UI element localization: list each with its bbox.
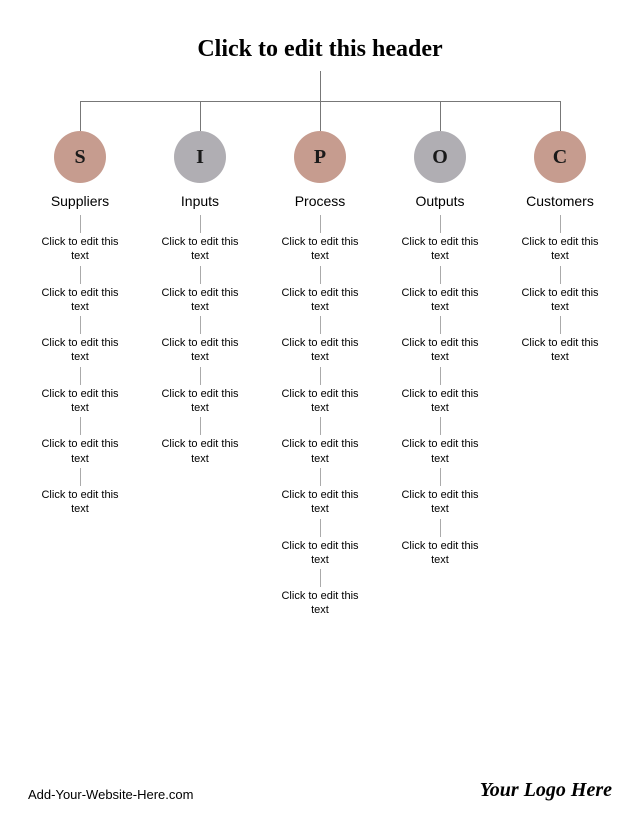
- sipoc-item[interactable]: Click to edit this text: [155, 233, 245, 266]
- sipoc-item[interactable]: Click to edit this text: [275, 435, 365, 468]
- page-title[interactable]: Click to edit this header: [0, 0, 640, 71]
- sipoc-items: Click to edit this text Click to edit thi…: [28, 215, 132, 519]
- sipoc-item[interactable]: Click to edit this text: [395, 233, 485, 266]
- sipoc-item[interactable]: Click to edit this text: [35, 284, 125, 317]
- sipoc-label-outputs: Outputs: [415, 193, 464, 209]
- item-connector: [80, 215, 81, 233]
- sipoc-item[interactable]: Click to edit this text: [275, 587, 365, 620]
- item-connector: [560, 215, 561, 233]
- footer: Add-Your-Website-Here.com Your Logo Here: [0, 779, 640, 802]
- item-connector: [440, 468, 441, 486]
- sipoc-item[interactable]: Click to edit this text: [515, 284, 605, 317]
- sipoc-column-process: PProcessClick to edit this textClick to …: [268, 131, 372, 620]
- item-connector: [320, 316, 321, 334]
- sipoc-circle-o[interactable]: O: [414, 131, 466, 183]
- sipoc-item[interactable]: Click to edit this text: [155, 385, 245, 418]
- sipoc-circle-p[interactable]: P: [294, 131, 346, 183]
- sipoc-item[interactable]: Click to edit this text: [155, 284, 245, 317]
- item-connector: [320, 519, 321, 537]
- item-connector: [440, 266, 441, 284]
- item-connector: [320, 569, 321, 587]
- sipoc-items: Click to edit this text Click to edit thi…: [268, 215, 372, 620]
- sipoc-item[interactable]: Click to edit this text: [395, 284, 485, 317]
- sipoc-item[interactable]: Click to edit this text: [275, 284, 365, 317]
- sipoc-item[interactable]: Click to edit this text: [35, 233, 125, 266]
- item-connector: [560, 266, 561, 284]
- sipoc-items: Click to edit this text Click to edit thi…: [508, 215, 612, 367]
- item-connector: [320, 215, 321, 233]
- sipoc-items: Click to edit this text Click to edit thi…: [388, 215, 492, 569]
- item-connector: [200, 367, 201, 385]
- sipoc-item[interactable]: Click to edit this text: [395, 334, 485, 367]
- sipoc-item[interactable]: Click to edit this text: [155, 334, 245, 367]
- sipoc-item[interactable]: Click to edit this text: [395, 435, 485, 468]
- sipoc-item[interactable]: Click to edit this text: [395, 385, 485, 418]
- sipoc-item[interactable]: Click to edit this text: [275, 486, 365, 519]
- item-connector: [200, 417, 201, 435]
- sipoc-item[interactable]: Click to edit this text: [35, 334, 125, 367]
- sipoc-column-inputs: IInputsClick to edit this textClick to e…: [148, 131, 252, 620]
- sipoc-label-inputs: Inputs: [181, 193, 219, 209]
- sipoc-circle-c[interactable]: C: [534, 131, 586, 183]
- item-connector: [80, 266, 81, 284]
- item-connector: [200, 215, 201, 233]
- sipoc-item[interactable]: Click to edit this text: [515, 233, 605, 266]
- item-connector: [200, 316, 201, 334]
- item-connector: [320, 266, 321, 284]
- item-connector: [80, 316, 81, 334]
- sipoc-items: Click to edit this text Click to edit thi…: [148, 215, 252, 468]
- sipoc-item[interactable]: Click to edit this text: [395, 486, 485, 519]
- sipoc-item[interactable]: Click to edit this text: [275, 537, 365, 570]
- sipoc-item[interactable]: Click to edit this text: [35, 435, 125, 468]
- sipoc-column-suppliers: SSuppliersClick to edit this textClick t…: [28, 131, 132, 620]
- sipoc-circle-i[interactable]: I: [174, 131, 226, 183]
- item-connector: [440, 215, 441, 233]
- sipoc-columns: SSuppliersClick to edit this textClick t…: [0, 131, 640, 620]
- item-connector: [80, 468, 81, 486]
- sipoc-column-outputs: OOutputsClick to edit this textClick to …: [388, 131, 492, 620]
- sipoc-column-customers: CCustomersClick to edit this textClick t…: [508, 131, 612, 620]
- sipoc-item[interactable]: Click to edit this text: [35, 486, 125, 519]
- sipoc-item[interactable]: Click to edit this text: [395, 537, 485, 570]
- footer-website[interactable]: Add-Your-Website-Here.com: [28, 787, 193, 802]
- sipoc-item[interactable]: Click to edit this text: [35, 385, 125, 418]
- sipoc-item[interactable]: Click to edit this text: [275, 385, 365, 418]
- item-connector: [80, 417, 81, 435]
- item-connector: [320, 468, 321, 486]
- sipoc-item[interactable]: Click to edit this text: [515, 334, 605, 367]
- item-connector: [320, 367, 321, 385]
- footer-logo[interactable]: Your Logo Here: [480, 779, 612, 802]
- sipoc-item[interactable]: Click to edit this text: [275, 334, 365, 367]
- item-connector: [200, 266, 201, 284]
- item-connector: [440, 519, 441, 537]
- sipoc-label-suppliers: Suppliers: [51, 193, 109, 209]
- sipoc-circle-s[interactable]: S: [54, 131, 106, 183]
- sipoc-label-customers: Customers: [526, 193, 594, 209]
- item-connector: [440, 417, 441, 435]
- tree-connector: [40, 71, 600, 131]
- sipoc-label-process: Process: [295, 193, 346, 209]
- item-connector: [440, 316, 441, 334]
- item-connector: [440, 367, 441, 385]
- item-connector: [560, 316, 561, 334]
- item-connector: [320, 417, 321, 435]
- item-connector: [80, 367, 81, 385]
- sipoc-item[interactable]: Click to edit this text: [275, 233, 365, 266]
- sipoc-item[interactable]: Click to edit this text: [155, 435, 245, 468]
